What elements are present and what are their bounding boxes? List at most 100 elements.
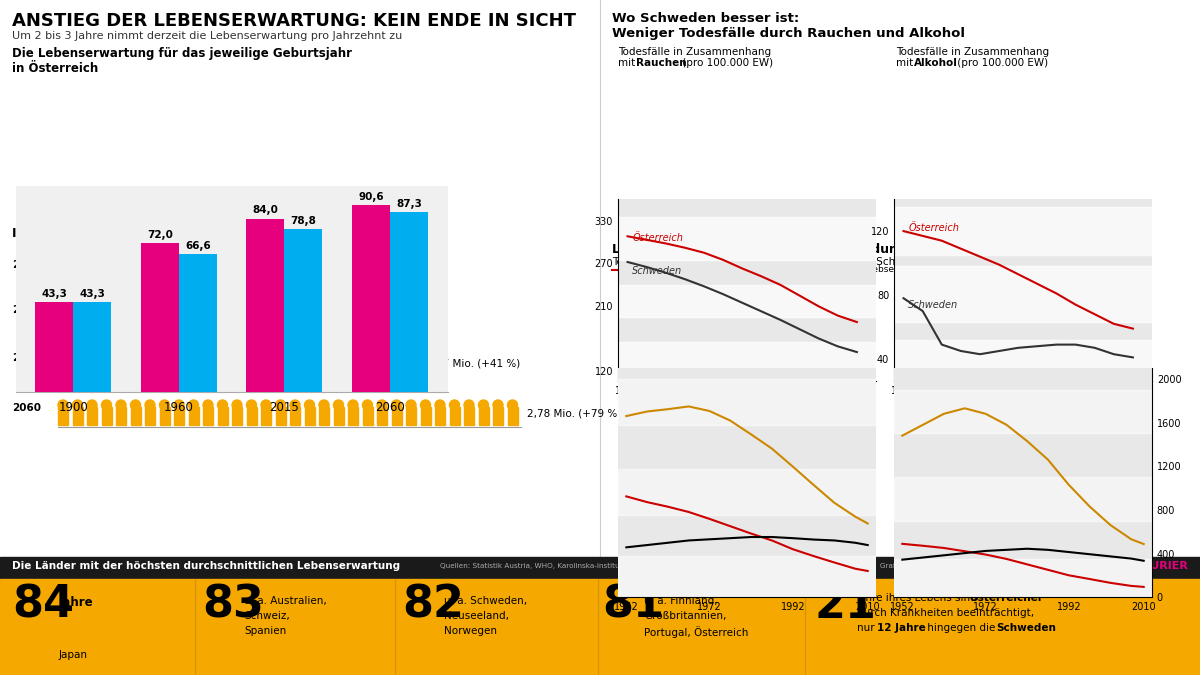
Bar xyxy=(450,407,460,425)
Bar xyxy=(145,309,155,327)
Circle shape xyxy=(145,257,155,267)
Bar xyxy=(305,264,314,282)
Bar xyxy=(319,357,329,375)
Bar xyxy=(246,309,257,327)
Text: 43,3: 43,3 xyxy=(79,290,106,299)
Bar xyxy=(262,309,271,327)
Text: Schweden: Schweden xyxy=(908,300,959,310)
Circle shape xyxy=(102,400,112,410)
Bar xyxy=(377,407,386,425)
Circle shape xyxy=(246,350,257,360)
Bar xyxy=(305,309,314,327)
Text: Österreicher: Österreicher xyxy=(970,593,1043,603)
Bar xyxy=(174,309,184,327)
Text: Quellen: Statistik Austria, WHO, Karolinska-Institut (Ellenor Mittendorfer-Rutz): Quellen: Statistik Austria, WHO, Karolin… xyxy=(440,563,941,569)
Bar xyxy=(131,264,140,282)
Text: (pro 100.000 EW): (pro 100.000 EW) xyxy=(954,58,1048,68)
Circle shape xyxy=(116,302,126,312)
Bar xyxy=(188,309,198,327)
Bar xyxy=(160,264,169,282)
Bar xyxy=(58,264,68,282)
Bar xyxy=(188,407,198,425)
Bar xyxy=(290,357,300,375)
Bar xyxy=(406,407,416,425)
Text: 72,0: 72,0 xyxy=(146,230,173,240)
Text: Schweden: Schweden xyxy=(996,623,1056,633)
Bar xyxy=(203,264,214,282)
Circle shape xyxy=(276,257,286,267)
Circle shape xyxy=(362,350,372,360)
Text: 2013: 2013 xyxy=(12,260,41,270)
Bar xyxy=(102,309,112,327)
Bar xyxy=(262,264,271,282)
Circle shape xyxy=(188,302,198,312)
Circle shape xyxy=(72,350,83,360)
Bar xyxy=(334,357,343,375)
Circle shape xyxy=(391,350,402,360)
Circle shape xyxy=(232,350,242,360)
Bar xyxy=(0,579,1200,675)
Text: Schweiz,: Schweiz, xyxy=(244,611,289,621)
Bar xyxy=(145,357,155,375)
Bar xyxy=(894,389,1152,433)
Bar xyxy=(72,357,83,375)
Text: durch Krankheiten beeinträchtigt,: durch Krankheiten beeinträchtigt, xyxy=(857,608,1034,618)
Circle shape xyxy=(420,400,431,410)
Bar xyxy=(217,357,228,375)
Text: mit: mit xyxy=(896,58,917,68)
Bar xyxy=(362,357,372,375)
Bar xyxy=(203,309,214,327)
Bar xyxy=(116,357,126,375)
Circle shape xyxy=(131,302,140,312)
Bar xyxy=(262,407,271,425)
Text: 1,54 Mio.: 1,54 Mio. xyxy=(324,265,372,275)
Bar xyxy=(203,357,214,375)
Bar xyxy=(174,264,184,282)
Circle shape xyxy=(174,400,184,410)
Circle shape xyxy=(88,400,97,410)
Bar xyxy=(391,407,402,425)
Bar xyxy=(319,309,329,327)
Bar xyxy=(246,407,257,425)
Text: u. a. Schweden,: u. a. Schweden, xyxy=(444,596,527,606)
Bar xyxy=(72,309,83,327)
Circle shape xyxy=(334,400,343,410)
Bar xyxy=(174,357,184,375)
Circle shape xyxy=(406,400,416,410)
Bar xyxy=(894,340,1152,381)
Bar xyxy=(276,357,286,375)
Bar xyxy=(35,302,73,392)
Circle shape xyxy=(262,302,271,312)
Text: 83: 83 xyxy=(202,584,264,627)
Circle shape xyxy=(58,350,68,360)
Circle shape xyxy=(377,400,386,410)
Text: 82: 82 xyxy=(402,584,464,627)
Circle shape xyxy=(160,302,169,312)
Text: Rauchen: Rauchen xyxy=(636,58,686,68)
Text: Herz-Kreislaufkrankheiten: Herz-Kreislaufkrankheiten xyxy=(748,265,866,275)
Bar xyxy=(276,264,286,282)
Bar xyxy=(362,407,372,425)
Bar xyxy=(102,264,112,282)
Bar xyxy=(290,309,300,327)
Bar xyxy=(232,264,242,282)
Bar xyxy=(348,357,358,375)
Bar xyxy=(305,407,314,425)
Text: Die Länder mit der höchsten durchschnittlichen Lebenserwartung: Die Länder mit der höchsten durchschnitt… xyxy=(12,561,400,571)
Bar xyxy=(276,407,286,425)
Bar xyxy=(179,254,217,392)
Text: Japan: Japan xyxy=(59,650,88,660)
Text: 87,3: 87,3 xyxy=(396,198,422,209)
Text: Wo Schweden besser ist:: Wo Schweden besser ist: xyxy=(612,12,799,25)
Circle shape xyxy=(174,302,184,312)
Circle shape xyxy=(102,302,112,312)
Bar xyxy=(319,407,329,425)
Text: Krebserkrankungen: Krebserkrankungen xyxy=(863,265,952,275)
Circle shape xyxy=(246,400,257,410)
Bar xyxy=(618,285,876,317)
Text: 78,8: 78,8 xyxy=(290,216,317,226)
Circle shape xyxy=(232,400,242,410)
Text: Um 2 bis 3 Jahre nimmt derzeit die Lebenserwartung pro Jahrzehnt zu: Um 2 bis 3 Jahre nimmt derzeit die Leben… xyxy=(12,31,402,41)
Circle shape xyxy=(232,257,242,267)
Bar xyxy=(493,407,503,425)
